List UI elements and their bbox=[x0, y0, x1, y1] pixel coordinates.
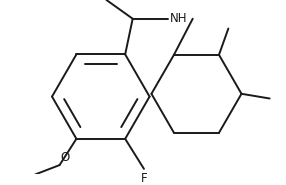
Text: F: F bbox=[141, 172, 147, 185]
Text: NH: NH bbox=[170, 12, 188, 25]
Text: O: O bbox=[60, 151, 70, 164]
